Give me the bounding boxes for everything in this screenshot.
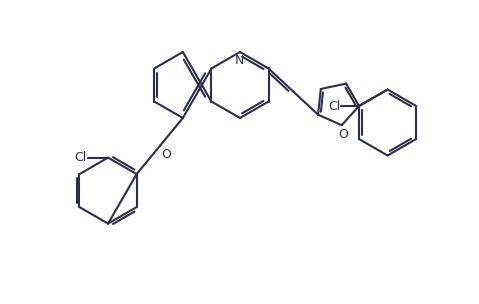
Text: Cl: Cl [328,101,340,113]
Text: N: N [234,54,244,67]
Text: O: O [338,128,348,141]
Text: O: O [162,148,171,161]
Text: Cl: Cl [74,151,86,164]
